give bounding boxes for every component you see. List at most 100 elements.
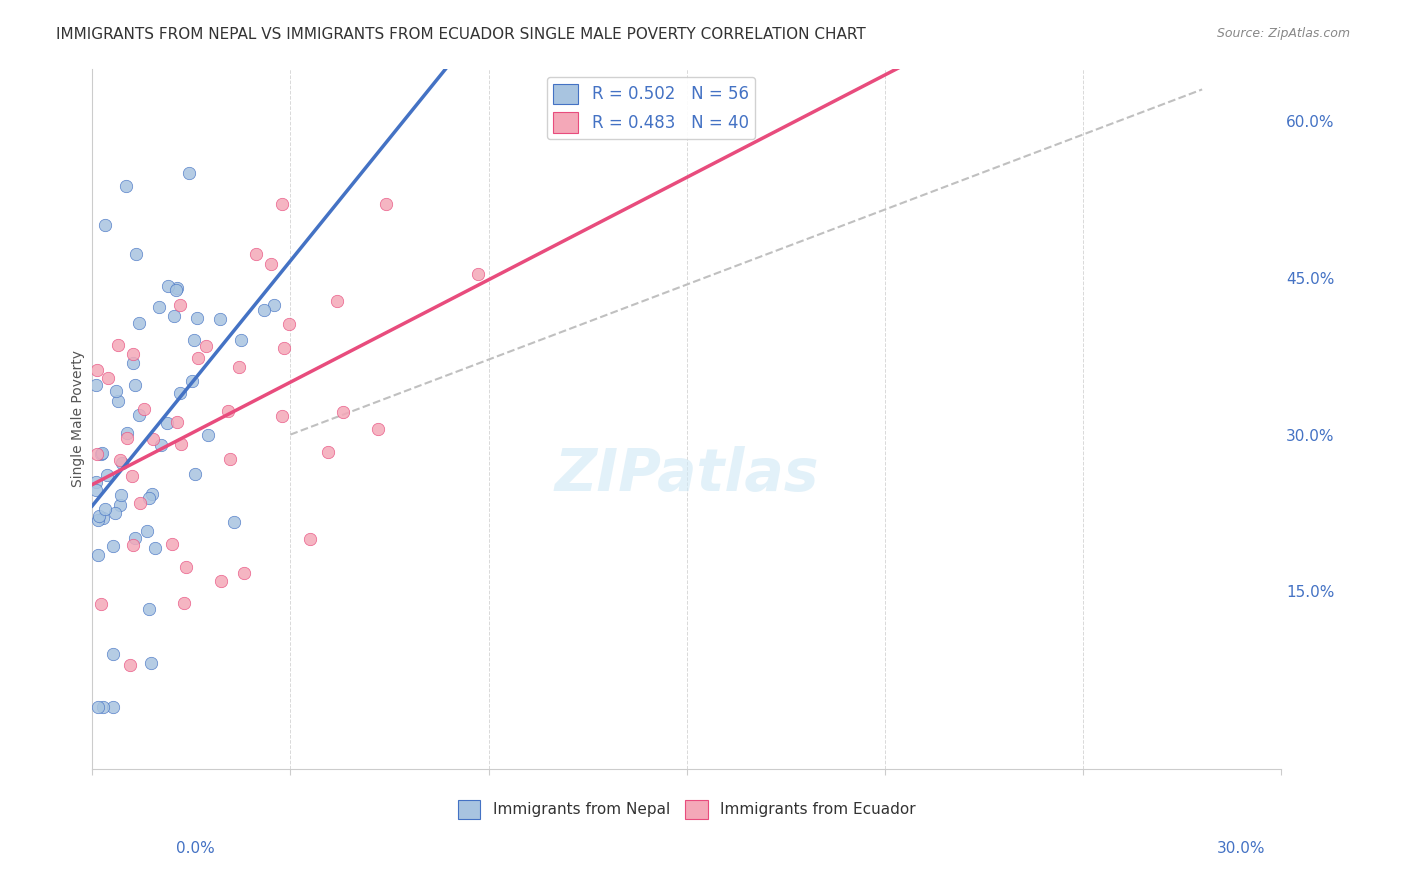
Point (163, 310, 186, 324)
Point (299, 532, 322, 546)
Point (90, 448, 112, 462)
Point (260, 257, 283, 271)
Point (180, 374, 202, 388)
Point (110, 488, 132, 502)
Point (271, 197, 294, 211)
Point (179, 166, 201, 180)
Point (89, 509, 111, 524)
Point (104, 384, 127, 398)
Point (270, 409, 292, 424)
Point (90, 445, 112, 459)
Point (120, 657, 142, 672)
Point (124, 378, 146, 392)
Point (183, 467, 205, 481)
Point (149, 438, 172, 452)
Point (101, 647, 124, 661)
Point (86, 446, 108, 460)
Point (117, 431, 139, 445)
Point (111, 456, 134, 470)
Point (326, 293, 349, 308)
Point (84, 378, 107, 392)
Point (115, 178, 138, 193)
Point (96, 468, 118, 483)
Point (107, 338, 129, 352)
Text: Source: ZipAtlas.com: Source: ZipAtlas.com (1216, 27, 1350, 40)
Point (91, 699, 114, 714)
Point (245, 247, 267, 261)
Point (107, 393, 129, 408)
Point (108, 453, 131, 467)
Point (94, 219, 117, 233)
Point (224, 515, 246, 529)
Point (84, 475, 107, 489)
Point (197, 427, 219, 442)
Point (173, 596, 195, 610)
Point (209, 574, 232, 588)
Point (115, 425, 138, 440)
Point (108, 498, 131, 512)
Point (90, 597, 112, 611)
Point (143, 541, 166, 555)
Point (128, 316, 150, 330)
Point (97, 371, 120, 385)
Point (217, 404, 239, 418)
Point (169, 298, 191, 312)
Point (183, 334, 205, 348)
Point (187, 351, 209, 366)
Point (253, 302, 276, 317)
Point (138, 602, 160, 616)
Point (87, 513, 110, 527)
Point (103, 699, 125, 714)
Point (160, 537, 183, 551)
Point (148, 300, 170, 314)
Point (104, 506, 127, 520)
Point (135, 524, 157, 539)
Point (166, 415, 188, 429)
Point (125, 247, 148, 261)
Point (86, 363, 108, 377)
Point (91, 510, 114, 524)
Point (176, 559, 198, 574)
Point (316, 445, 339, 459)
Point (165, 283, 187, 297)
Point (86, 548, 108, 562)
Point (367, 422, 389, 436)
Point (157, 279, 180, 293)
Point (94, 501, 117, 516)
Text: IMMIGRANTS FROM NEPAL VS IMMIGRANTS FROM ECUADOR SINGLE MALE POVERTY CORRELATION: IMMIGRANTS FROM NEPAL VS IMMIGRANTS FROM… (56, 27, 866, 42)
Point (232, 566, 254, 581)
Point (166, 281, 188, 295)
Point (332, 405, 354, 419)
Point (142, 432, 165, 446)
Point (467, 268, 489, 282)
Point (186, 311, 208, 326)
Point (87, 699, 110, 714)
Point (141, 487, 163, 501)
Point (121, 468, 143, 483)
Point (101, 539, 124, 553)
Point (156, 417, 179, 431)
Point (139, 657, 162, 671)
Y-axis label: Single Male Poverty: Single Male Poverty (72, 351, 86, 487)
Point (228, 359, 250, 374)
Point (209, 311, 232, 326)
Point (129, 496, 152, 510)
Point (229, 333, 252, 347)
Point (195, 339, 218, 353)
Point (219, 452, 242, 467)
Point (169, 385, 191, 400)
Point (273, 341, 295, 355)
Text: 30.0%: 30.0% (1218, 841, 1265, 856)
Point (84, 483, 107, 498)
Point (138, 491, 160, 505)
Text: 0.0%: 0.0% (176, 841, 215, 856)
Point (374, 197, 396, 211)
Point (124, 531, 146, 545)
Point (122, 538, 145, 552)
Legend: Immigrants from Nepal, Immigrants from Ecuador: Immigrants from Nepal, Immigrants from E… (451, 794, 922, 825)
Point (128, 408, 150, 422)
Point (170, 437, 193, 451)
Point (121, 347, 143, 361)
Point (263, 298, 285, 312)
Text: ZIPatlas: ZIPatlas (554, 447, 820, 503)
